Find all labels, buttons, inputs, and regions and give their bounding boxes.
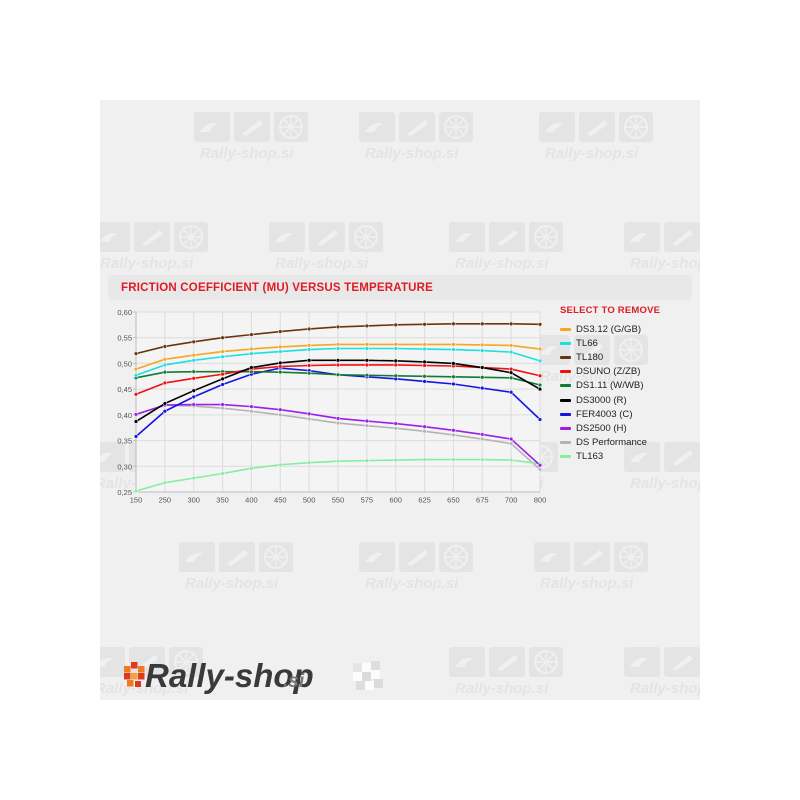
watermark-tile: Rally-shop.si: [535, 110, 685, 168]
legend-color-swatch: [560, 455, 571, 459]
legend-color-swatch: [560, 327, 571, 331]
svg-text:650: 650: [447, 496, 460, 505]
legend-item-label: DSUNO (Z/ZB): [576, 366, 641, 378]
svg-text:450: 450: [274, 496, 287, 505]
watermark-tile: Rally-shop.si: [100, 645, 235, 700]
legend-color-swatch: [560, 441, 571, 445]
svg-text:Rally-shop.si: Rally-shop.si: [365, 145, 459, 162]
legend-item-label: DS3000 (R): [576, 394, 627, 406]
watermark-tile: Rally-shop.si: [445, 220, 595, 278]
svg-text:400: 400: [245, 496, 258, 505]
page-title: FRICTION COEFFICIENT (MU) VERSUS TEMPERA…: [121, 281, 434, 294]
legend-item-label: FER4003 (C): [576, 408, 633, 420]
svg-text:Rally-shop.si: Rally-shop.si: [185, 575, 279, 592]
svg-text:Rally-shop.si: Rally-shop.si: [100, 680, 189, 697]
legend-item-8[interactable]: DS Performance: [560, 436, 700, 450]
legend-item-label: DS3.12 (G/GB): [576, 323, 642, 335]
legend-item-label: DS2500 (H): [576, 422, 627, 434]
legend-color-swatch: [560, 341, 571, 345]
chart-canvas: 0,25 0,30 0,35 0,40 0,45 0,50 0,55 0,60 150 250 30…: [117, 308, 547, 505]
watermark-tile: Rally-shop.si: [100, 220, 240, 278]
svg-text:625: 625: [418, 496, 431, 505]
watermark-tile: Rally-shop.si: [620, 440, 700, 498]
legend-item-label: TL66: [576, 337, 598, 349]
friction-chart: 0,25 0,30 0,35 0,40 0,45 0,50 0,55 0,60 150 250 30…: [108, 306, 548, 511]
svg-text:550: 550: [332, 496, 345, 505]
chart-legend: SELECT TO REMOVE DS3.12 (G/GB) TL66 TL180 D…: [560, 305, 700, 464]
legend-color-swatch: [560, 412, 571, 416]
chart-title-bar: FRICTION COEFFICIENT (MU) VERSUS TEMPERA…: [108, 275, 692, 300]
legend-item-9[interactable]: TL163: [560, 450, 700, 464]
svg-text:0,55: 0,55: [117, 334, 132, 343]
svg-text:Rally-shop.si: Rally-shop.si: [200, 145, 294, 162]
svg-text:600: 600: [389, 496, 402, 505]
legend-color-swatch: [560, 426, 571, 430]
svg-text:Rally-shop.si: Rally-shop.si: [275, 255, 369, 272]
svg-text:0,60: 0,60: [117, 308, 132, 317]
watermark-tile: Rally-shop.si: [445, 645, 595, 700]
brand-name-primary: Rally-shop: [145, 657, 314, 694]
watermark-tile: Rally-shop.si: [175, 540, 325, 598]
legend-item-1[interactable]: TL66: [560, 336, 700, 350]
legend-list: DS3.12 (G/GB) TL66 TL180 DSUNO (Z/ZB) DS1.11…: [560, 322, 700, 464]
legend-item-label: DS1.11 (W/WB): [576, 380, 644, 392]
svg-text:0,35: 0,35: [117, 437, 132, 446]
checkered-flag-icon: [353, 661, 383, 690]
svg-text:250: 250: [159, 496, 172, 505]
logo-checker-squares: [124, 662, 145, 687]
svg-text:0,50: 0,50: [117, 359, 132, 368]
svg-text:500: 500: [303, 496, 316, 505]
legend-title: SELECT TO REMOVE: [560, 305, 661, 316]
legend-color-swatch: [560, 370, 571, 374]
svg-text:Rally-shop.si: Rally-shop.si: [455, 680, 549, 697]
svg-text:350: 350: [216, 496, 229, 505]
svg-text:Rally-shop.si: Rally-shop.si: [455, 255, 549, 272]
watermark-tile: Rally-shop.si: [355, 540, 505, 598]
legend-item-label: TL180: [576, 351, 604, 363]
svg-text:Rally-shop.si: Rally-shop.si: [100, 255, 194, 272]
svg-text:Rally-shop.si: Rally-shop.si: [540, 575, 634, 592]
watermark-tile: Rally-shop.si: [265, 220, 415, 278]
svg-text:Rally-shop.si: Rally-shop.si: [545, 145, 639, 162]
watermark-tile: Rally-shop.si: [620, 645, 700, 700]
rally-shop-logo: Rally-shop .si: [118, 650, 408, 702]
legend-item-7[interactable]: DS2500 (H): [560, 421, 700, 435]
svg-text:Rally-shop.si: Rally-shop.si: [630, 680, 700, 697]
legend-color-swatch: [560, 384, 571, 388]
svg-text:300: 300: [187, 496, 200, 505]
legend-item-3[interactable]: DSUNO (Z/ZB): [560, 365, 700, 379]
svg-text:Rally-shop.si: Rally-shop.si: [365, 575, 459, 592]
watermark-tile: Rally-shop.si: [190, 110, 340, 168]
legend-color-swatch: [560, 398, 571, 402]
brand-name-tld: .si: [283, 671, 305, 692]
legend-item-6[interactable]: FER4003 (C): [560, 407, 700, 421]
legend-item-5[interactable]: DS3000 (R): [560, 393, 700, 407]
watermark-tile: Rally-shop.si: [530, 540, 680, 598]
svg-text:Rally-shop.si: Rally-shop.si: [630, 475, 700, 492]
svg-text:0,30: 0,30: [117, 462, 132, 471]
legend-item-2[interactable]: TL180: [560, 350, 700, 364]
svg-text:0,25: 0,25: [117, 488, 132, 497]
legend-item-label: DS Performance: [576, 437, 647, 449]
svg-text:700: 700: [505, 496, 518, 505]
svg-text:Rally-shop.si: Rally-shop.si: [630, 255, 700, 272]
svg-text:150: 150: [130, 496, 143, 505]
svg-text:675: 675: [476, 496, 489, 505]
svg-text:800: 800: [534, 496, 547, 505]
watermark-tile: Rally-shop.si: [355, 110, 505, 168]
svg-text:0,40: 0,40: [117, 411, 132, 420]
brand-logo-svg: Rally-shop .si: [124, 657, 383, 694]
legend-color-swatch: [560, 355, 571, 359]
legend-item-label: TL163: [576, 451, 604, 463]
watermark-tile: Rally-shop.si: [620, 220, 700, 278]
legend-item-0[interactable]: DS3.12 (G/GB): [560, 322, 700, 336]
legend-item-4[interactable]: DS1.11 (W/WB): [560, 379, 700, 393]
svg-text:575: 575: [361, 496, 374, 505]
svg-text:0,45: 0,45: [117, 385, 132, 394]
